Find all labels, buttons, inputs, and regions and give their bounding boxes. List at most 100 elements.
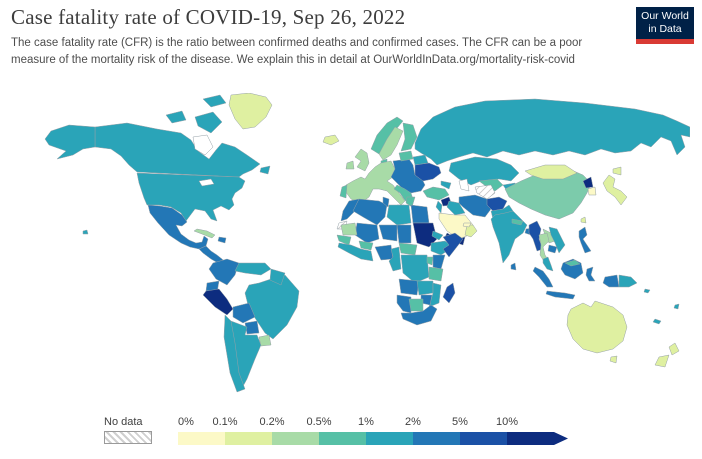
country-levant[interactable] [435,200,443,214]
country-mexico[interactable] [147,204,209,250]
country-madagascar[interactable] [442,282,456,304]
country-somalia[interactable] [442,232,464,258]
country-drc[interactable] [400,254,430,284]
region-baltics[interactable] [398,150,414,162]
country-mongolia[interactable] [524,164,578,180]
country-bolivia[interactable] [232,302,256,324]
country-egypt[interactable] [410,204,430,224]
country-north-korea[interactable] [582,176,594,189]
country-kenya[interactable] [432,254,446,270]
country-tasmania[interactable] [609,355,618,364]
country-ireland[interactable] [345,160,355,170]
country-south-korea[interactable] [587,186,597,196]
country-papua-indonesia[interactable] [602,274,620,288]
country-namibia[interactable] [396,294,412,314]
country-canada[interactable] [165,110,187,124]
country-cuba[interactable] [193,228,216,239]
country-vietnam[interactable] [548,226,566,254]
country-eritrea[interactable] [431,230,444,241]
country-portugal[interactable] [339,184,348,199]
country-iran[interactable] [458,194,492,218]
country-iraq[interactable] [446,200,466,216]
country-mali[interactable] [354,222,380,244]
country-borneo-malaysia[interactable] [564,259,581,267]
country-sulawesi[interactable] [585,266,596,282]
country-libya[interactable] [386,204,412,226]
country-uk[interactable] [354,148,370,172]
country-ukraine[interactable] [414,162,442,182]
country-hawaii[interactable] [82,229,89,235]
region-west-africa-coast[interactable] [337,242,374,262]
country-botswana[interactable] [408,298,424,312]
country-canada[interactable] [194,111,223,134]
country-malaysia[interactable] [542,256,554,272]
country-finland[interactable] [400,122,418,152]
country-usa[interactable] [136,172,246,222]
country-new-zealand[interactable] [668,342,680,356]
country-uruguay[interactable] [258,334,272,347]
country-alaska[interactable] [44,124,96,160]
country-south-africa[interactable] [400,304,438,326]
country-canada[interactable] [259,165,271,175]
country-chile[interactable] [223,314,246,393]
country-kazakhstan[interactable] [448,156,520,186]
legend-swatch-0.2-0.5[interactable] [272,432,319,445]
country-sri-lanka[interactable] [510,262,517,271]
country-india[interactable] [490,210,528,264]
region-east-europe[interactable] [390,158,426,194]
country-fiji[interactable] [673,303,680,310]
country-new-caledonia[interactable] [652,318,662,325]
legend-swatch-1-2[interactable] [366,432,413,445]
country-algeria[interactable] [352,198,388,226]
country-solomon-islands[interactable] [643,288,651,294]
country-greenland[interactable] [228,92,273,130]
country-niger[interactable] [378,224,398,242]
country-cambodia[interactable] [547,244,558,254]
country-hispaniola[interactable] [217,236,227,244]
legend-swatch-0.5-1[interactable] [319,432,366,445]
country-chad[interactable] [396,224,412,244]
country-mauritania[interactable] [340,222,358,236]
region-cameroon-gabon[interactable] [388,246,402,272]
country-oman[interactable] [464,224,478,238]
country-taiwan[interactable] [580,216,587,224]
country-tanzania[interactable] [428,266,444,282]
country-japan[interactable] [612,166,622,176]
legend-swatch-0-0.1[interactable] [178,432,225,445]
country-venezuela[interactable] [234,262,272,276]
country-brazil[interactable] [244,274,300,340]
country-nigeria[interactable] [374,244,394,261]
country-canada[interactable] [202,94,227,108]
country-japan[interactable] [602,174,628,206]
legend-swatch-5-10[interactable] [460,432,507,445]
country-burkina-faso[interactable] [358,240,374,251]
legend-swatch-10plus[interactable] [507,432,554,445]
legend-no-data-swatch[interactable] [104,431,152,444]
country-papua-new-guinea[interactable] [618,274,638,288]
owid-logo[interactable]: Our World in Data [636,7,694,44]
country-new-zealand[interactable] [654,354,670,368]
country-colombia[interactable] [208,258,240,286]
country-caucasus[interactable] [440,180,452,190]
country-tunisia[interactable] [382,196,390,208]
legend-swatch-2-5[interactable] [413,432,460,445]
country-russia[interactable] [414,98,691,166]
country-philippines[interactable] [578,226,592,254]
country-zambia[interactable] [416,280,434,296]
country-uganda[interactable] [426,256,434,266]
country-iceland[interactable] [322,134,340,146]
country-peru[interactable] [202,288,234,316]
country-australia[interactable] [566,300,628,354]
country-central-african-republic[interactable] [398,242,418,256]
country-mozambique[interactable] [428,282,442,308]
country-sumatra[interactable] [532,266,554,288]
country-turkey[interactable] [422,186,450,201]
country-guianas[interactable] [269,268,286,286]
country-uae[interactable] [462,222,472,228]
country-java[interactable] [545,290,576,300]
country-nepal[interactable] [511,218,524,226]
country-turkmenistan-no-data[interactable] [474,184,496,200]
legend-swatch-0.1-0.2[interactable] [225,432,272,445]
country-sweden[interactable] [378,126,404,161]
country-angola[interactable] [398,278,420,296]
